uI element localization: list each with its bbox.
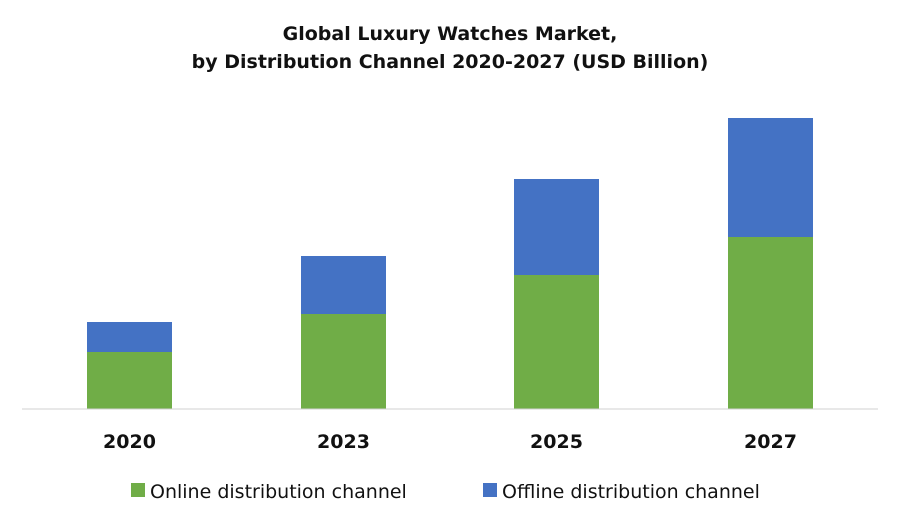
x-tick-label: 2023 xyxy=(317,431,370,453)
legend-label-offline: Offline distribution channel xyxy=(502,481,760,503)
bar-2020-offline xyxy=(87,322,172,352)
bar-2025-online xyxy=(514,275,599,409)
x-tick-label: 2027 xyxy=(744,431,797,453)
legend-swatch-offline xyxy=(483,483,497,497)
bar-2025-offline xyxy=(514,179,599,275)
bar-2020-online xyxy=(87,352,172,409)
chart-title: Global Luxury Watches Market, xyxy=(283,23,618,45)
bar-2027-offline xyxy=(728,118,813,237)
legend-label-online: Online distribution channel xyxy=(150,481,407,503)
legend-swatch-online xyxy=(131,483,145,497)
bar-2023-offline xyxy=(301,256,386,314)
x-tick-label: 2020 xyxy=(103,431,156,453)
bar-2023-online xyxy=(301,314,386,409)
bar-2027-online xyxy=(728,237,813,409)
chart-subtitle: by Distribution Channel 2020-2027 (USD B… xyxy=(192,51,709,73)
x-tick-label: 2025 xyxy=(530,431,583,453)
